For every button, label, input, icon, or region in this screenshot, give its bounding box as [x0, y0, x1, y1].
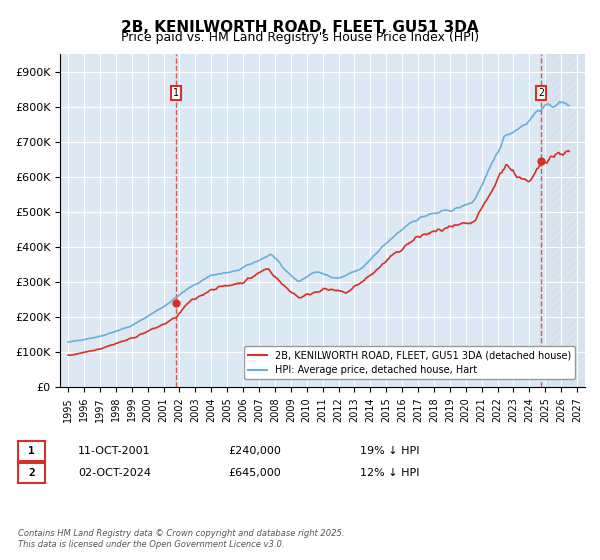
- Text: 02-OCT-2024: 02-OCT-2024: [78, 468, 151, 478]
- Text: 1: 1: [28, 446, 35, 456]
- Text: Contains HM Land Registry data © Crown copyright and database right 2025.
This d: Contains HM Land Registry data © Crown c…: [18, 529, 344, 549]
- Text: £240,000: £240,000: [228, 446, 281, 456]
- Legend: 2B, KENILWORTH ROAD, FLEET, GU51 3DA (detached house), HPI: Average price, detac: 2B, KENILWORTH ROAD, FLEET, GU51 3DA (de…: [244, 347, 575, 379]
- Text: 2: 2: [538, 88, 544, 98]
- Bar: [545, 54, 585, 387]
- Text: 1: 1: [173, 88, 179, 98]
- Text: 19% ↓ HPI: 19% ↓ HPI: [360, 446, 419, 456]
- Text: Price paid vs. HM Land Registry's House Price Index (HPI): Price paid vs. HM Land Registry's House …: [121, 31, 479, 44]
- Bar: [545, 54, 585, 387]
- Text: 2: 2: [28, 468, 35, 478]
- Text: £645,000: £645,000: [228, 468, 281, 478]
- Text: 12% ↓ HPI: 12% ↓ HPI: [360, 468, 419, 478]
- Text: 11-OCT-2001: 11-OCT-2001: [78, 446, 151, 456]
- Text: 2B, KENILWORTH ROAD, FLEET, GU51 3DA: 2B, KENILWORTH ROAD, FLEET, GU51 3DA: [121, 20, 479, 35]
